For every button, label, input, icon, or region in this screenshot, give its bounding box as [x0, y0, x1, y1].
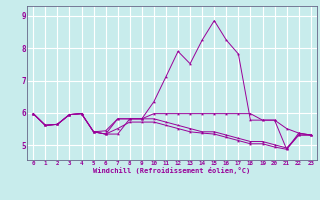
X-axis label: Windchill (Refroidissement éolien,°C): Windchill (Refroidissement éolien,°C) [93, 167, 251, 174]
